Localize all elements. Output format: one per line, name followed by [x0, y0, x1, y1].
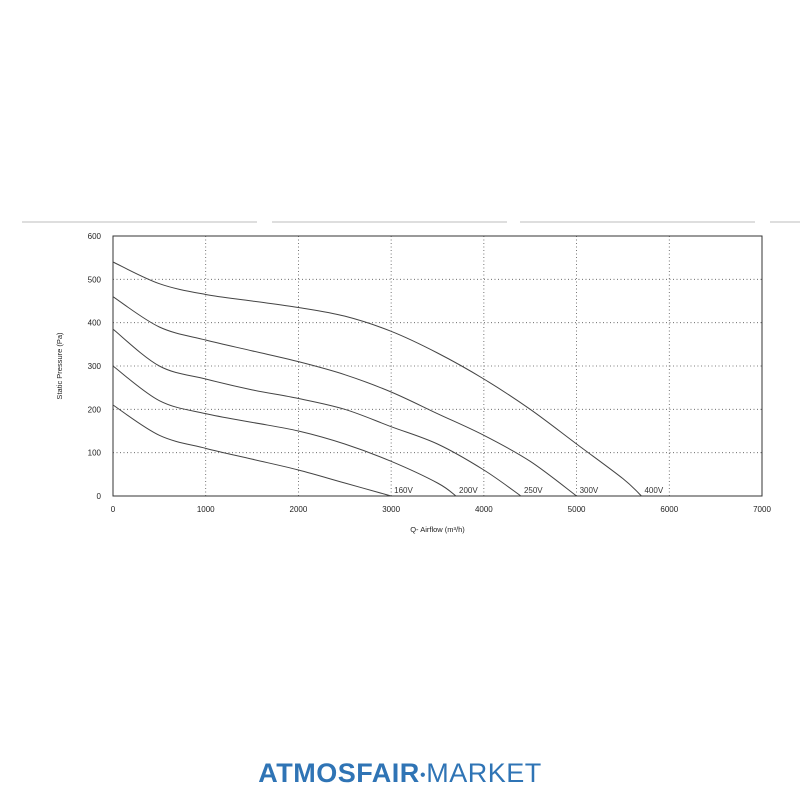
series-label-200V: 200V	[459, 486, 478, 495]
x-tick-label: 6000	[660, 505, 678, 514]
plot-frame	[112, 235, 763, 497]
series-label-250V: 250V	[524, 486, 543, 495]
series-label-300V: 300V	[580, 486, 599, 495]
x-tick-label: 5000	[568, 505, 586, 514]
brand-suffix: MARKET	[426, 758, 542, 788]
brand-dot-icon: ●	[419, 769, 427, 781]
x-tick-label: 3000	[382, 505, 400, 514]
y-tick-label: 300	[88, 362, 102, 371]
series-label-400V: 400V	[644, 486, 663, 495]
brand-logo: ATMOSFAIR●MARKET	[0, 758, 800, 789]
top-separator-lines	[22, 221, 800, 223]
x-tick-label: 0	[111, 505, 116, 514]
x-tick-label: 1000	[197, 505, 215, 514]
y-tick-label: 600	[88, 232, 102, 241]
series-line-160V	[112, 404, 392, 497]
series-label-160V: 160V	[394, 486, 413, 495]
y-tick-label: 500	[88, 275, 102, 284]
series-line-250V	[112, 328, 522, 497]
y-tick-label: 200	[88, 405, 102, 414]
y-tick-label: 100	[88, 449, 102, 458]
x-tick-label: 2000	[290, 505, 308, 514]
x-axis-title: Q- Airflow (m³/h)	[410, 525, 465, 534]
series-line-300V	[112, 296, 577, 497]
chart-grid	[113, 236, 762, 496]
y-tick-label: 0	[97, 492, 102, 501]
brand-name: ATMOSFAIR	[258, 758, 420, 788]
y-tick-label: 400	[88, 319, 102, 328]
axis-ticks: 0 1000 2000 3000 4000 5000 6000 7000 0 100 200 300 4…	[88, 232, 772, 514]
x-tick-label: 7000	[753, 505, 771, 514]
series-line-200V	[112, 365, 457, 497]
x-tick-label: 4000	[475, 505, 493, 514]
series-line-400V	[112, 261, 642, 497]
chart-series: 160V 200V 250V 300V 400V	[112, 261, 664, 497]
y-axis-title: Static Pressure (Pa)	[55, 332, 64, 400]
